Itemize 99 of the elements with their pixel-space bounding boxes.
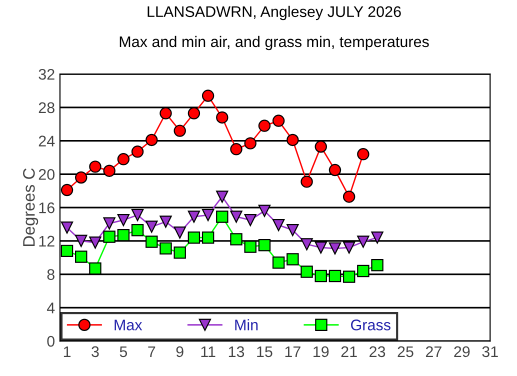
point [300, 238, 313, 250]
point [272, 114, 285, 127]
y-tick-label: 24 [38, 136, 55, 146]
y-tick-label: 28 [38, 102, 54, 114]
x-tick-label: 31 [482, 346, 498, 358]
point [89, 262, 102, 275]
x-tick-label: 17 [285, 346, 300, 357]
point [188, 231, 200, 244]
point [174, 124, 186, 137]
point [202, 231, 214, 244]
point [89, 160, 102, 173]
point [60, 221, 74, 234]
point [314, 270, 327, 282]
point [174, 226, 186, 239]
y-tick-label: 0 [47, 336, 55, 347]
point [131, 208, 144, 222]
point [357, 148, 370, 160]
point [75, 171, 88, 184]
point [131, 146, 144, 158]
x-tick-label: 25 [398, 346, 414, 358]
x-tick-label: 29 [454, 346, 470, 358]
x-tick-label: 23 [370, 346, 386, 358]
point [342, 241, 356, 254]
point [258, 204, 271, 217]
point [146, 220, 158, 233]
point [244, 214, 256, 226]
point [146, 236, 158, 248]
point [300, 266, 313, 278]
point [188, 210, 200, 223]
point [60, 244, 74, 258]
point [89, 236, 102, 249]
legend-label: Min [235, 319, 258, 330]
point [117, 228, 130, 242]
point [328, 270, 342, 282]
point [357, 264, 370, 278]
point [286, 253, 299, 266]
x-tick-label: 27 [426, 346, 442, 357]
legend-label: Max [114, 320, 142, 330]
y-axis-title: Degrees C [23, 168, 38, 246]
point [328, 164, 342, 176]
y-tick-label: 20 [38, 169, 55, 180]
point [230, 233, 242, 246]
point [230, 210, 242, 223]
x-tick-label: 1 [64, 346, 71, 357]
point [258, 120, 271, 132]
point [188, 107, 200, 120]
y-tick-label: 32 [38, 68, 54, 80]
point [357, 236, 370, 248]
x-tick-label: 3 [92, 346, 99, 358]
x-tick-label: 9 [176, 346, 184, 358]
x-tick-label: 21 [341, 346, 357, 357]
point [146, 134, 158, 146]
point [272, 256, 285, 269]
point [314, 241, 327, 254]
point [244, 137, 256, 150]
point [117, 153, 130, 166]
x-tick-label: 5 [120, 346, 128, 358]
point [258, 238, 271, 252]
point [272, 218, 285, 232]
point [342, 190, 356, 203]
point [202, 90, 214, 102]
point [300, 176, 313, 188]
point [75, 250, 88, 263]
point [160, 216, 172, 228]
y-tick-label: 4 [46, 302, 55, 314]
point [371, 259, 384, 272]
y-tick-label: 8 [47, 269, 54, 280]
point [216, 210, 228, 223]
point [230, 143, 242, 156]
point [103, 230, 116, 243]
point [328, 242, 342, 255]
point [202, 208, 214, 222]
point [160, 242, 172, 255]
x-tick-label: 15 [257, 346, 272, 358]
y-tick-label: 16 [39, 202, 54, 214]
point [216, 111, 228, 124]
point [371, 231, 384, 244]
point [60, 184, 74, 196]
point [75, 234, 88, 248]
point [103, 217, 116, 230]
y-tick-label: 12 [39, 236, 54, 246]
point [160, 107, 172, 120]
point [244, 240, 256, 253]
x-tick-label: 13 [228, 346, 244, 358]
x-tick-label: 7 [148, 346, 156, 357]
point [103, 164, 116, 177]
point [117, 214, 130, 226]
point [314, 140, 327, 153]
x-tick-label: 19 [314, 346, 329, 358]
point [286, 134, 299, 146]
point [131, 224, 144, 236]
x-tick-label: 11 [201, 346, 216, 357]
chart-subtitle: Max and min air, and grass min, temperatures [120, 36, 429, 50]
legend-label: Grass [351, 320, 390, 330]
point [174, 246, 186, 259]
point [286, 224, 299, 236]
chart-title: LLANSADWRN, Anglesey JULY 2026 [148, 6, 401, 20]
point [216, 190, 228, 203]
point [342, 270, 356, 283]
